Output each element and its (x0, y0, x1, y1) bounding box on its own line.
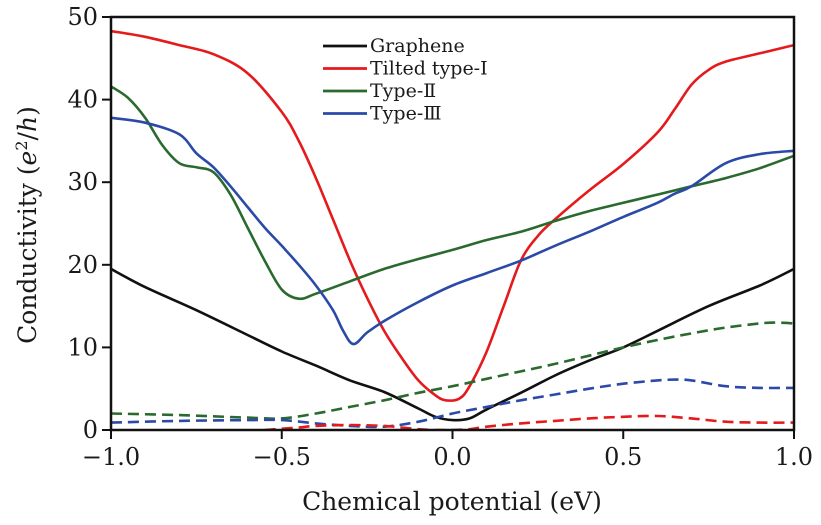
x-ticks: −1.0 −0.5 0.0 0.5 1.0 (82, 430, 813, 471)
series-line-type (111, 116, 794, 346)
y-tick-label: 50 (67, 3, 98, 31)
y-tick-label: 20 (67, 251, 98, 279)
y-axis-title-slash: / (13, 131, 42, 140)
legend-item-graphene: Graphene (323, 35, 465, 57)
y-tick-label: 10 (67, 333, 98, 361)
legend-label: Graphene (370, 35, 465, 57)
legend-label: Type-Ⅱ (370, 80, 436, 102)
x-tick-label: 0.0 (433, 443, 471, 471)
y-tick-label: 40 (67, 86, 98, 114)
legend-item-tilted-type-i: Tilted type-I (323, 58, 488, 80)
x-tick-label: 1.0 (775, 443, 813, 471)
y-axis-title-suffix: ) (13, 106, 42, 116)
y-tick-label: 30 (67, 168, 98, 196)
legend-label: Tilted type-I (370, 58, 488, 80)
series-line-tilted-type-i-dashed (264, 414, 794, 430)
y-axis-title-sup: 2 (12, 140, 31, 150)
y-axis-title-var: e (13, 151, 42, 166)
x-axis-title: Chemical potential (eV) (302, 487, 602, 516)
x-tick-label: −1.0 (82, 443, 140, 471)
x-tick-label: −0.5 (253, 443, 311, 471)
legend-label: Type-Ⅲ (370, 103, 442, 125)
y-ticks: 0 10 20 30 40 50 (67, 3, 111, 444)
y-axis-title-prefix: Conductivity ( (13, 165, 42, 343)
series-line-type-dashed (111, 321, 794, 420)
series-line-graphene (111, 267, 794, 422)
series-line-tilted-type-i (111, 29, 794, 402)
legend-item-type: Type-Ⅱ (323, 80, 436, 102)
legend-item-type: Type-Ⅲ (323, 103, 442, 125)
series-line-type-dashed (111, 378, 794, 429)
series-line-type (111, 85, 794, 301)
series-layer (111, 29, 794, 430)
x-tick-label: 0.5 (604, 443, 642, 471)
y-axis-title: Conductivity (e2/h) (12, 106, 42, 344)
y-tick-label: 0 (83, 416, 98, 444)
y-axis-title-var2: h (13, 116, 42, 132)
